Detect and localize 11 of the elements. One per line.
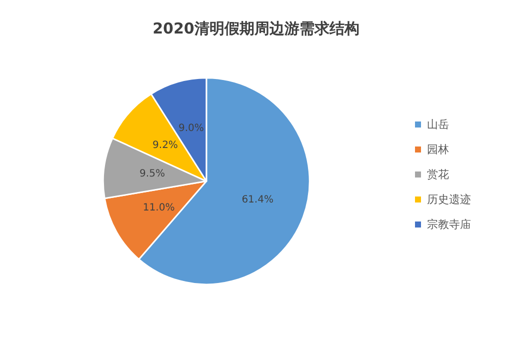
data-label: 61.4%	[242, 194, 274, 206]
legend-label: 赏花	[427, 168, 449, 181]
legend-label: 历史遗迹	[427, 193, 471, 206]
data-label: 9.2%	[152, 140, 178, 151]
chart-title: 2020清明假期周边游需求结构	[152, 20, 360, 38]
data-label: 9.0%	[178, 123, 204, 134]
data-label: 9.5%	[140, 168, 165, 180]
legend-label: 园林	[427, 143, 449, 156]
legend-label: 山岳	[427, 118, 449, 131]
legend-label: 宗教寺庙	[427, 218, 471, 231]
data-label: 11.0%	[142, 202, 175, 214]
